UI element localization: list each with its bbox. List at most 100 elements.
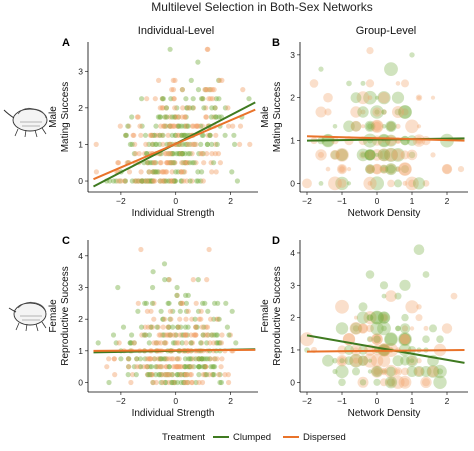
point-clumped [365, 121, 375, 131]
point-dispersed [379, 313, 389, 322]
point-dispersed [398, 162, 412, 176]
point-dispersed [170, 77, 176, 83]
point-clumped [188, 340, 194, 346]
point-dispersed [237, 141, 243, 147]
point-dispersed [166, 379, 172, 386]
point-clumped [166, 178, 172, 184]
point-clumped [149, 364, 155, 370]
point-dispersed [365, 150, 375, 160]
point-clumped [162, 114, 168, 120]
point-clumped [335, 148, 349, 161]
point-clumped [192, 316, 198, 322]
point-dispersed [137, 123, 143, 129]
point-dispersed [385, 290, 397, 302]
point-clumped [170, 151, 177, 157]
point-dispersed [199, 123, 206, 129]
point-dispersed [126, 364, 132, 370]
point-clumped [155, 169, 161, 175]
point-dispersed [151, 160, 157, 166]
y-tick-label: 3 [78, 283, 83, 293]
point-dispersed [93, 141, 99, 147]
point-dispersed [380, 378, 388, 387]
point-dispersed [416, 304, 422, 310]
point-clumped [332, 124, 338, 129]
point-dispersed [136, 151, 142, 157]
point-dispersed [182, 114, 188, 120]
point-clumped [217, 379, 223, 386]
point-dispersed [209, 151, 215, 157]
x-axis-title: Network Density [348, 208, 421, 219]
point-clumped [118, 356, 124, 362]
point-dispersed [138, 169, 144, 175]
y-tick-label: 3 [78, 66, 83, 76]
point-dispersed [371, 333, 383, 346]
point-clumped [210, 364, 216, 370]
point-clumped [174, 372, 180, 378]
point-dispersed [201, 160, 207, 166]
point-dispersed [176, 364, 182, 370]
point-clumped [173, 332, 179, 338]
point-clumped [184, 372, 190, 378]
point-clumped [191, 160, 197, 166]
point-clumped [153, 372, 159, 378]
point-clumped [168, 160, 174, 166]
scatter-points [300, 244, 458, 389]
point-clumped [187, 356, 193, 362]
point-dispersed [381, 109, 387, 115]
point-clumped [195, 59, 201, 65]
point-clumped [208, 114, 214, 120]
point-clumped [422, 271, 430, 278]
point-dispersed [149, 324, 156, 330]
point-dispersed [152, 178, 158, 184]
point-clumped [152, 169, 158, 175]
point-dispersed [226, 123, 232, 129]
point-clumped [367, 358, 373, 363]
point-dispersed [128, 379, 134, 386]
point-dispersed [346, 167, 352, 172]
point-dispersed [237, 123, 244, 129]
point-clumped [226, 332, 232, 338]
point-clumped [179, 123, 185, 129]
x-axis-title: Individual Strength [132, 408, 215, 419]
point-dispersed [407, 355, 417, 366]
point-dispersed [400, 334, 410, 345]
point-dispersed [370, 119, 384, 133]
point-dispersed [367, 336, 373, 342]
point-clumped [232, 141, 238, 147]
point-clumped [174, 151, 180, 157]
x-tick-label: 1 [410, 196, 415, 206]
point-clumped [205, 308, 211, 314]
point-dispersed [132, 178, 138, 184]
point-dispersed [209, 87, 215, 93]
point-dispersed [151, 300, 157, 306]
point-dispersed [182, 379, 188, 386]
point-dispersed [161, 178, 167, 184]
point-clumped [192, 141, 198, 147]
point-clumped [156, 372, 162, 378]
point-clumped [142, 300, 148, 306]
point-dispersed [138, 246, 144, 253]
point-clumped [399, 279, 411, 291]
point-clumped [384, 333, 398, 346]
point-clumped [190, 105, 196, 111]
point-clumped [202, 364, 208, 370]
point-dispersed [133, 151, 139, 157]
point-clumped [182, 160, 188, 166]
point-dispersed [400, 150, 410, 160]
point-dispersed [208, 96, 214, 102]
point-dispersed [145, 324, 151, 330]
point-dispersed [153, 340, 159, 346]
point-clumped [177, 151, 183, 157]
point-clumped [399, 323, 411, 334]
point-clumped [155, 114, 161, 120]
x-axis-title: Network Density [348, 408, 421, 419]
point-dispersed [430, 95, 436, 100]
point-clumped [381, 325, 387, 332]
point-dispersed [165, 160, 171, 166]
point-clumped [350, 121, 362, 132]
point-dispersed [193, 324, 199, 330]
x-tick-label: −1 [337, 196, 347, 206]
scatter-points [93, 46, 253, 184]
point-clumped [145, 160, 151, 166]
point-dispersed [205, 132, 211, 138]
